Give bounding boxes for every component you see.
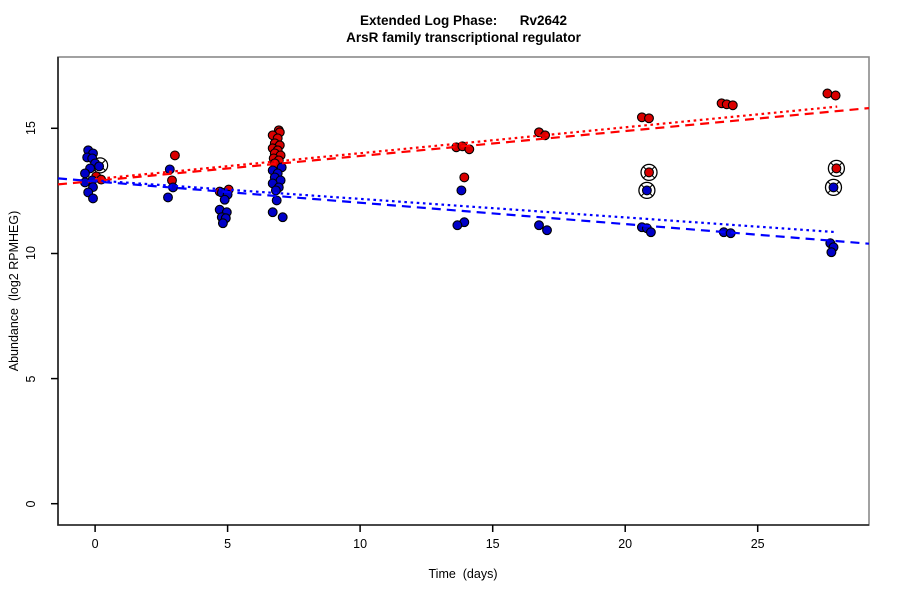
data-point-condition-red [830,90,841,101]
data-point-condition-blue [452,220,463,231]
x-tick-label: 15 [485,537,500,551]
data-point-condition-red [727,100,738,111]
plot-box [57,56,870,526]
circled-outlier-condition-red [640,163,658,182]
axis-lines [57,57,869,526]
data-point-condition-blue [94,161,105,172]
data-point-condition-blue [826,247,837,258]
circled-outlier-condition-blue [824,178,843,197]
data-point-condition-blue [456,185,467,196]
y-tick-label: 15 [24,121,38,136]
data-point-condition-red [644,113,654,124]
x-axis-label: Time (days) [428,567,498,581]
data-point-condition-blue [542,225,552,236]
y-tick-label: 10 [24,246,38,261]
x-tick-label: 5 [224,537,232,551]
data-point-condition-blue [534,220,544,231]
data-point-condition-blue [277,212,288,223]
data-point-condition-blue [80,168,90,179]
data-point-condition-blue [271,195,282,206]
circled-outlier-condition-blue [638,181,656,200]
data-point-condition-blue [88,193,98,204]
circled-outlier-condition-red [827,159,846,178]
data-point-condition-blue [163,192,173,203]
data-point-condition-red [169,150,180,161]
data-point-condition-red [822,88,833,99]
data-point-condition-blue [645,227,656,238]
trend-line-red-fit-dotted [94,105,838,181]
data-point-condition-blue [267,207,278,218]
trend-line-red-fit-dashed [58,107,869,186]
data-point-condition-blue [219,194,230,205]
data-point-condition-blue [270,185,281,196]
data-point-condition-blue [217,218,228,229]
y-tick-label: 5 [24,375,38,383]
data-point-condition-red [459,172,470,183]
x-tick-label: 25 [750,537,765,551]
y-tick-label: 0 [24,500,38,508]
x-tick-label: 10 [353,537,368,551]
chart-title: Extended Log Phase: Rv2642 [359,13,568,28]
x-tick-label: 0 [91,537,99,551]
trend-line-blue-fit-dashed [58,177,869,245]
chart-subtitle: ArsR family transcriptional regulator [346,30,581,45]
x-tick-label: 20 [618,537,633,551]
